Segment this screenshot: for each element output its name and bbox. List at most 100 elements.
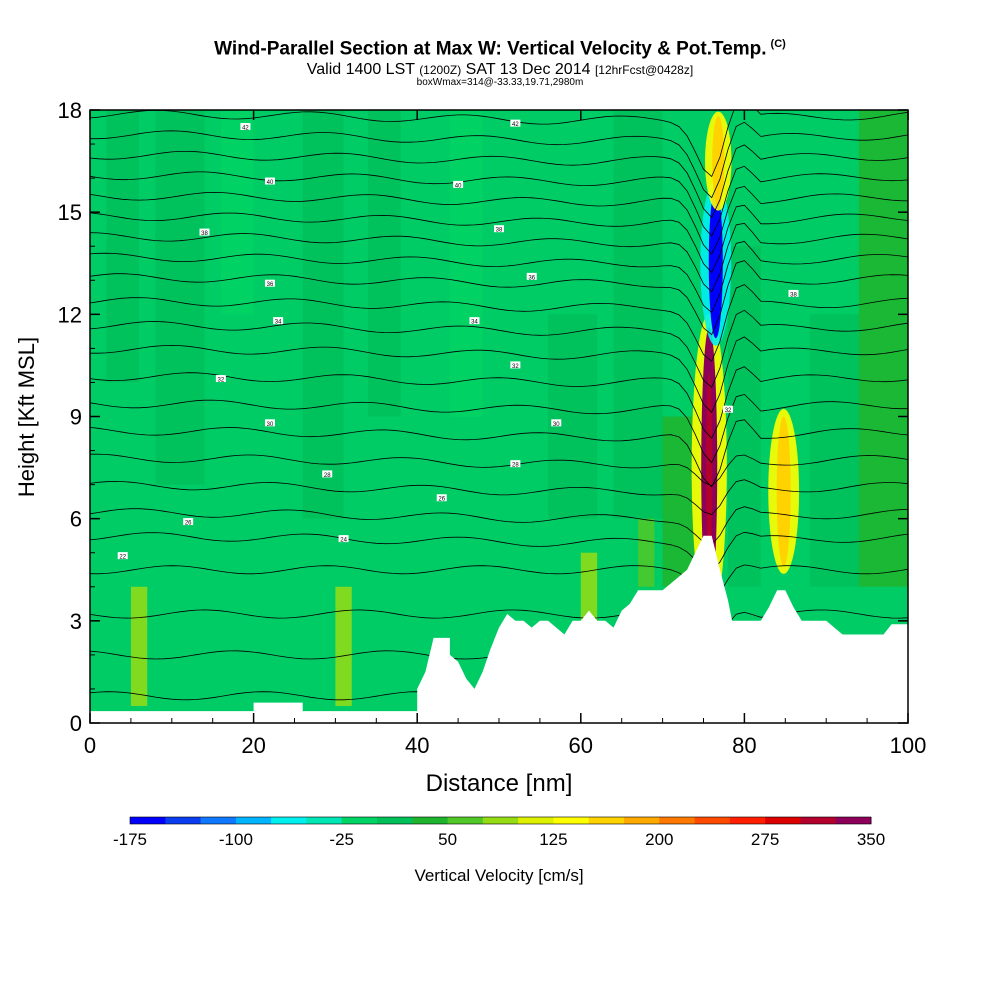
colorbar-tick-label: -25 [329, 830, 354, 849]
x-axis-ticks: 0 20 40 60 80 100 [84, 110, 926, 758]
x-tick: 0 [84, 110, 96, 758]
theta-contour [90, 506, 908, 546]
svg-text:40: 40 [455, 183, 462, 189]
contour-label: 30 [551, 419, 562, 428]
y-tick-label: 15 [58, 200, 82, 225]
colorbar-swatch [200, 817, 237, 824]
colorbar-tick-label: 125 [539, 830, 567, 849]
y-tick: 6 [70, 507, 908, 532]
plot-area: 42 40 38 36 34 32 30 28 26 24 22 42 40 38 36 34 32 30 28 26… [90, 110, 908, 723]
theta-contour [90, 531, 908, 572]
colorbar [129, 816, 872, 825]
svg-text:42: 42 [512, 122, 519, 128]
contour-label: 22 [117, 552, 128, 561]
colorbar-swatch [729, 817, 766, 824]
x-tick: 20 [241, 110, 266, 758]
colorbar-swatch [412, 817, 449, 824]
y-tick: 3 [70, 609, 908, 634]
theta-contour [90, 453, 908, 487]
contour-label: 26 [436, 494, 447, 503]
theta-contour [90, 393, 908, 464]
velocity-band [155, 110, 205, 485]
colorbar-swatch [165, 817, 202, 824]
contour-label: 38 [199, 228, 210, 237]
svg-text:42: 42 [242, 126, 249, 132]
velocity-band [638, 518, 655, 587]
svg-text:32: 32 [218, 378, 225, 384]
svg-text:34: 34 [275, 320, 282, 326]
y-tick: 15 [58, 200, 908, 225]
svg-text:32: 32 [512, 364, 519, 370]
contour-label: 28 [322, 470, 333, 479]
colorbar-swatch [518, 817, 554, 824]
colorbar-swatch [377, 817, 413, 824]
theta-contour [90, 204, 908, 274]
theta-contour [90, 121, 908, 199]
y-axis-label: Height [Kft MSL] [14, 337, 39, 497]
y-tick-label: 18 [58, 98, 82, 123]
contour-label: 34 [469, 317, 480, 326]
chart-subtitle: Valid 1400 LST (1200Z) SAT 13 Dec 2014 [… [0, 61, 1000, 79]
velocity-band [728, 246, 761, 587]
svg-text:26: 26 [438, 497, 445, 503]
contour-label: 36 [264, 279, 275, 288]
theta-contour [90, 564, 908, 602]
contour-label: 38 [788, 289, 799, 298]
colorbar-tick-label: -175 [113, 830, 147, 849]
colorbar-swatch [235, 817, 272, 824]
velocity-band [548, 314, 598, 519]
y-tick: 9 [70, 405, 908, 430]
y-tick-label: 0 [70, 711, 82, 736]
theta-contour [90, 222, 908, 293]
y-tick-label: 9 [70, 405, 82, 430]
contour-label: 38 [494, 225, 504, 234]
svg-text:38: 38 [790, 292, 797, 298]
x-tick-label: 80 [732, 733, 756, 758]
velocity-band [858, 110, 908, 587]
contour-label: 40 [264, 177, 275, 186]
x-tick: 80 [732, 110, 757, 758]
svg-text:38: 38 [201, 231, 208, 237]
svg-text:28: 28 [512, 463, 519, 469]
colorbar-tick-label: 350 [857, 830, 885, 849]
svg-text:22: 22 [119, 555, 126, 561]
colorbar-swatch [800, 817, 837, 824]
subtitle-main: Valid 1400 LST [306, 61, 415, 79]
velocity-band [220, 110, 254, 315]
velocity-band [130, 586, 148, 706]
theta-contour [90, 165, 908, 237]
svg-text:26: 26 [185, 521, 192, 527]
svg-text:28: 28 [324, 473, 331, 479]
velocity-band [662, 416, 696, 587]
velocity-band [106, 110, 140, 383]
velocity-band [449, 110, 483, 417]
theta-contour [90, 185, 908, 255]
contour-label: 34 [273, 317, 284, 326]
svg-text:30: 30 [267, 422, 274, 428]
y-tick-label: 3 [70, 609, 82, 634]
colorbar-swatch [447, 817, 484, 824]
colorbar-tick-label: 50 [438, 830, 457, 849]
theta-contour [90, 110, 908, 178]
colorbar-tick-label: 200 [645, 830, 673, 849]
theta-contour [90, 144, 908, 219]
contour-label: 32 [723, 405, 734, 414]
x-axis-label: Distance [nm] [426, 770, 573, 797]
contour-label: 42 [240, 123, 251, 132]
subtitle-z: (1200Z) [419, 63, 462, 78]
velocity-features [691, 111, 800, 622]
velocity-core-peak [706, 372, 713, 563]
colorbar-frame [129, 816, 872, 825]
svg-text:34: 34 [471, 320, 478, 326]
colorbar-swatch [765, 817, 801, 824]
contour-labels: 42 40 38 36 34 32 30 28 26 24 22 42 40 38 36 34 32 30 28 26… [117, 119, 799, 561]
subtitle-date: SAT 13 Dec 2014 [465, 61, 591, 79]
x-tick-label: 0 [84, 733, 96, 758]
velocity-band [302, 110, 344, 519]
theta-contour [90, 366, 908, 440]
svg-text:32: 32 [725, 408, 732, 414]
theta-contour [90, 336, 908, 413]
colorbar-swatch [588, 817, 625, 824]
y-tick-label: 6 [70, 507, 82, 532]
theta-contour [90, 419, 908, 488]
